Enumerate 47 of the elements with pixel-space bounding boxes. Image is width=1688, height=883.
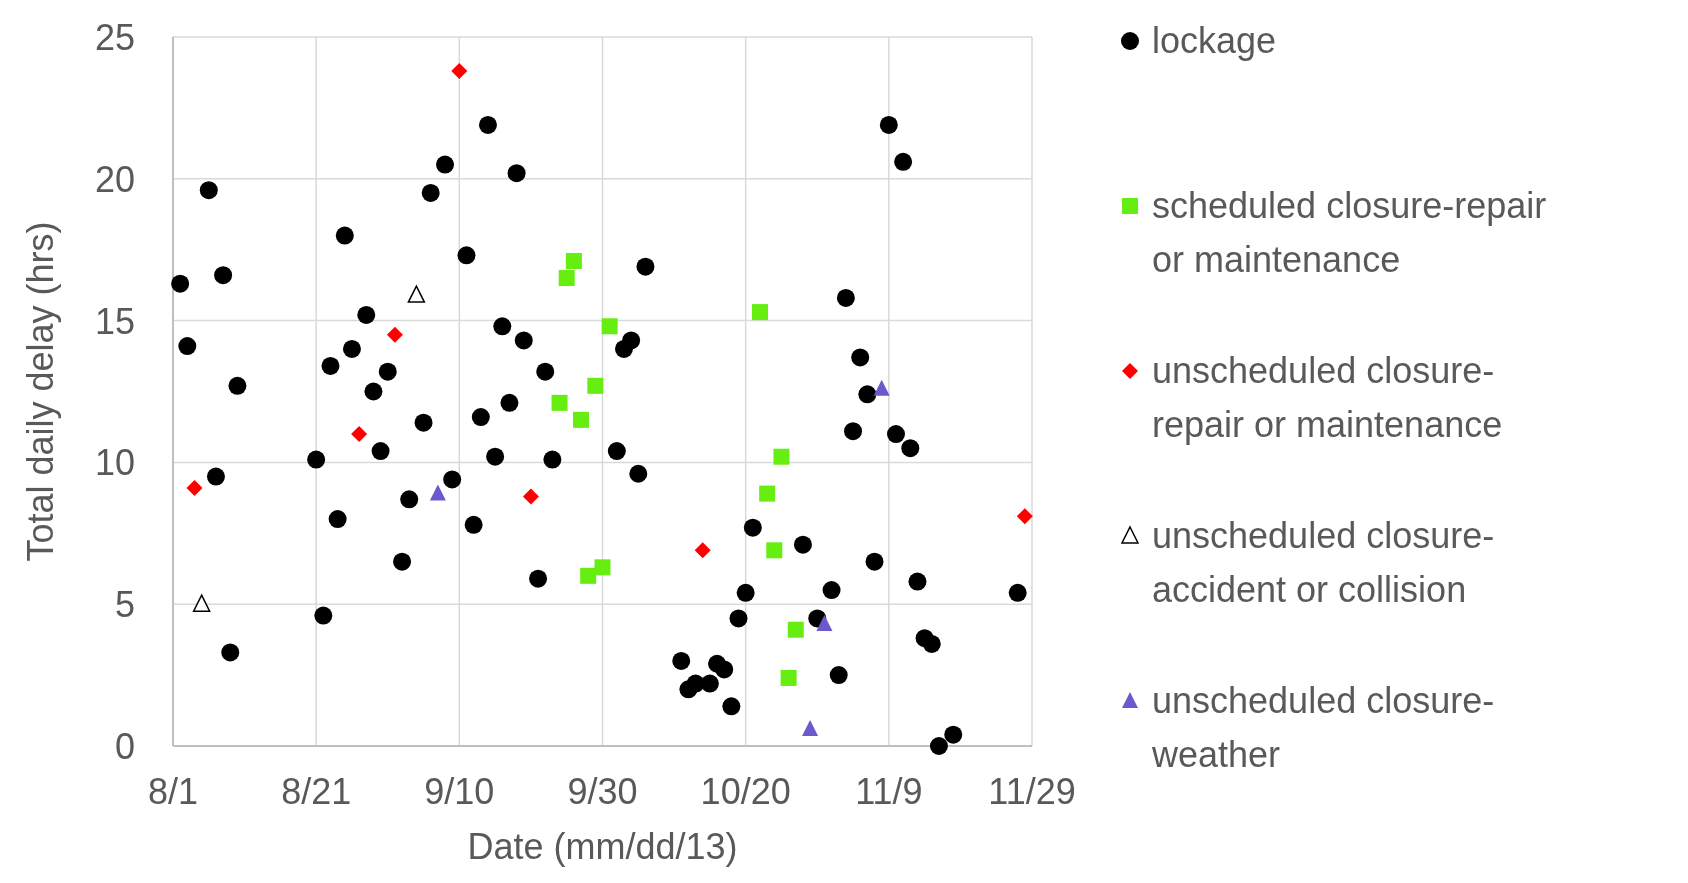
point <box>766 542 783 559</box>
x-tick-label: 11/29 <box>988 771 1076 812</box>
point <box>186 479 203 496</box>
legend-label: scheduled closure-repair or maintenance <box>1152 185 1547 280</box>
point <box>816 615 833 632</box>
point <box>594 559 611 576</box>
point <box>780 669 797 686</box>
point <box>386 326 403 343</box>
point <box>601 318 618 335</box>
point <box>451 63 468 80</box>
point <box>407 285 426 303</box>
point <box>694 542 711 559</box>
point <box>351 426 368 443</box>
point <box>787 621 804 638</box>
x-tick-label: 11/9 <box>855 771 923 812</box>
x-tick-label: 10/20 <box>700 771 791 812</box>
y-tick-label: 5 <box>114 584 135 626</box>
y-tick-label: 20 <box>94 158 135 200</box>
point <box>429 484 446 501</box>
y-tick-label: 15 <box>94 300 135 342</box>
point <box>802 719 819 736</box>
legend-label: unscheduled closure-repair or maintenance <box>1152 350 1503 445</box>
point <box>522 488 539 505</box>
y-tick-label: 10 <box>94 442 135 484</box>
x-axis-title: Date (mm/dd/13) <box>467 826 738 867</box>
point <box>751 304 768 321</box>
point <box>580 567 597 584</box>
point <box>551 394 568 411</box>
y-axis-title: Total daily delay (hrs) <box>20 221 61 562</box>
point <box>558 270 575 287</box>
y-tick-label: 25 <box>94 17 135 58</box>
point <box>1016 508 1033 525</box>
point <box>873 379 890 396</box>
point <box>759 485 776 502</box>
point <box>587 377 604 394</box>
legend-label: unscheduled closure-accident or collision <box>1152 515 1495 610</box>
point <box>565 253 582 270</box>
y-tick-label: 0 <box>114 726 135 767</box>
point <box>773 448 790 465</box>
point <box>192 594 211 612</box>
x-tick-label: 8/21 <box>281 771 352 812</box>
legend-label: lockage <box>1152 20 1277 61</box>
point <box>573 411 590 428</box>
x-tick-label: 9/30 <box>567 771 638 812</box>
legend-label: unscheduled closure-weather <box>1151 680 1495 775</box>
x-tick-label: 9/10 <box>424 771 495 812</box>
x-tick-label: 8/1 <box>147 771 199 812</box>
